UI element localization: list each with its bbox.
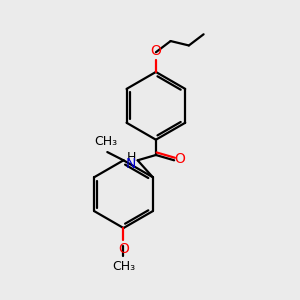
Text: CH₃: CH₃ xyxy=(112,260,135,273)
Text: N: N xyxy=(126,157,136,171)
Text: O: O xyxy=(118,242,129,256)
Text: O: O xyxy=(151,44,161,58)
Text: CH₃: CH₃ xyxy=(94,135,117,148)
Text: O: O xyxy=(175,152,185,166)
Text: H: H xyxy=(127,152,136,164)
